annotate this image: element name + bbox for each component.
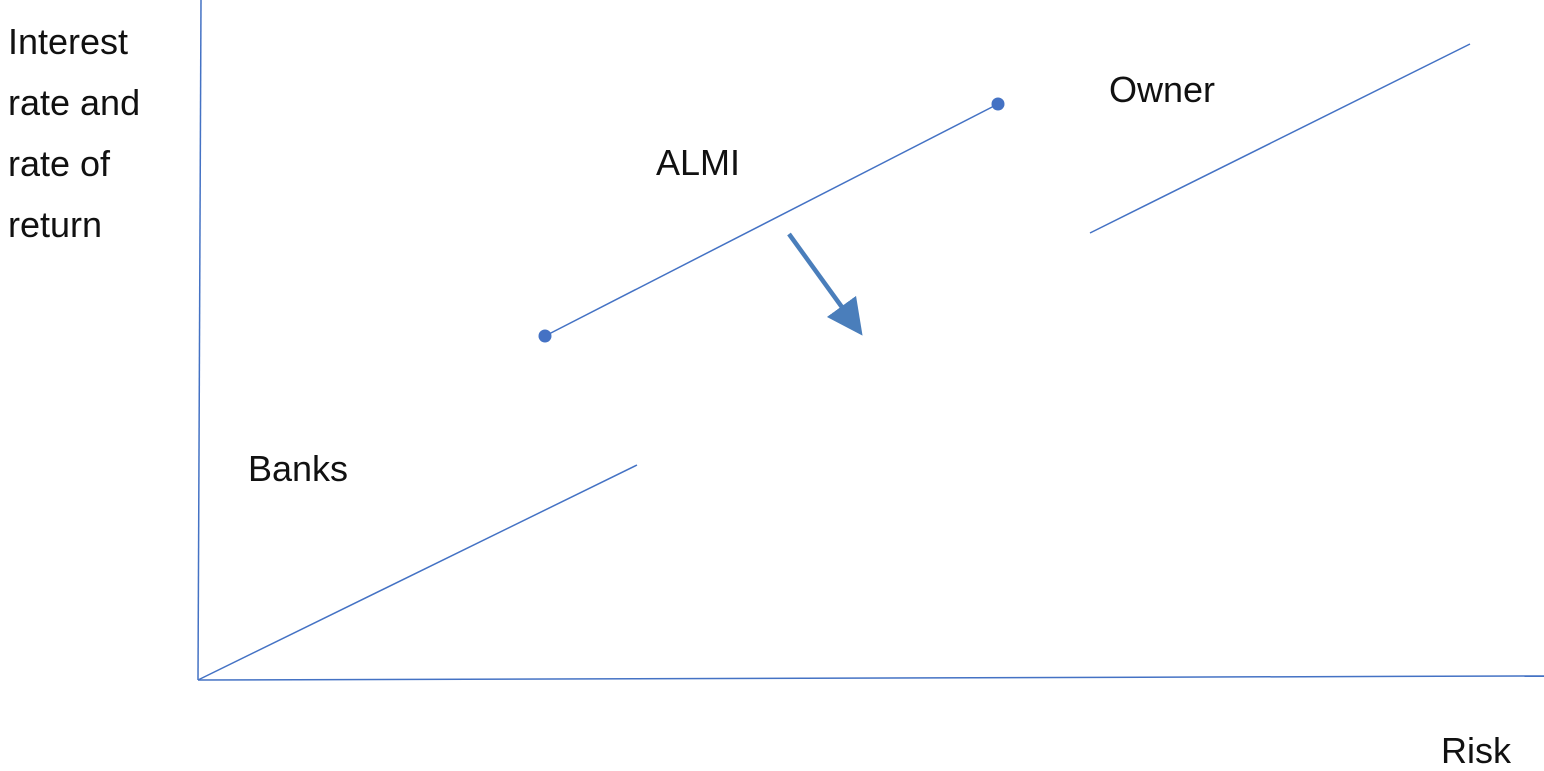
- x-axis: [197, 675, 1544, 681]
- y-axis-label-line-3: rate of: [8, 143, 111, 184]
- owner-label: Owner: [1109, 69, 1216, 110]
- almi-label: ALMI: [656, 142, 741, 183]
- almi-line: [544, 103, 999, 337]
- shift-arrow: [787, 232, 863, 336]
- x-axis-label: Risk: [1441, 730, 1511, 771]
- banks-line: [197, 464, 638, 681]
- almi-end-dot: [991, 97, 1005, 111]
- y-axis: [197, 0, 202, 681]
- almi-start-dot: [538, 329, 552, 343]
- y-axis-label-line-4: return: [8, 204, 103, 245]
- y-axis-label-line-2: rate and: [8, 82, 141, 123]
- banks-label: Banks: [248, 448, 349, 489]
- y-axis-label: Interest rate and rate of return: [8, 22, 140, 266]
- y-axis-label-line-1: Interest: [8, 21, 129, 62]
- owner-line: [1089, 43, 1471, 234]
